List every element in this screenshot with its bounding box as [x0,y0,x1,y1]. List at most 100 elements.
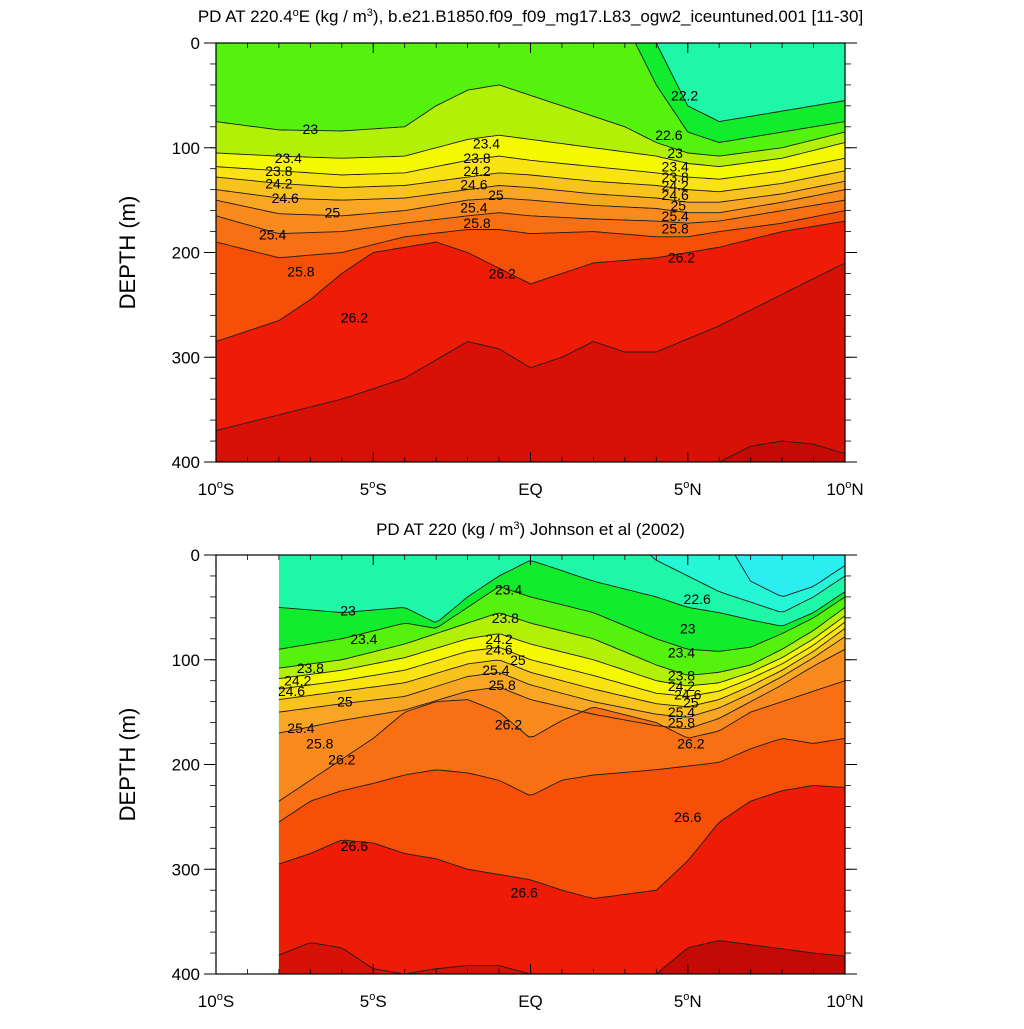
contour-label: 24.2 [284,673,311,689]
contour-field: 2323.423.422.62323.824.224.62525.425.823… [278,555,845,974]
contour-line-23.4 [278,586,845,652]
contour-label: 25 [510,652,526,668]
contour-line-25.8 [278,648,845,734]
contour-label: 23 [340,603,356,619]
y-tick-label: 300 [172,348,200,367]
contour-label: 23.8 [297,660,324,676]
y-axis-title: DEPTH (m) [115,708,140,822]
contour-label: 23.8 [265,163,292,179]
y-tick-label: 400 [172,965,200,984]
contour-label: 26.2 [668,250,695,266]
x-tick-label: 10oS [198,991,234,1011]
chart-title: PD AT 220 (kg / m3) Johnson et al (2002) [376,520,685,539]
contour-line-23.8 [278,607,845,676]
contour-line-24.6 [278,621,845,697]
contour-label: 23.4 [350,631,377,647]
contour-label: 24.6 [278,683,305,699]
x-tick-label: 10oN [826,991,863,1011]
contour-label: 22.2 [671,87,698,103]
contour-label: 26.6 [511,884,538,900]
contour-label: 23.8 [463,150,490,166]
band-above-26.4 [216,263,845,462]
contour-label: 26.2 [489,265,516,281]
y-tick-label: 400 [172,453,200,472]
contour-label: 25.4 [482,662,509,678]
contour-label: 23 [303,121,319,137]
contour-label: 25 [488,187,504,203]
contour-label: 22.6 [684,591,711,607]
contour-label: 23.8 [668,667,695,683]
contour-label: 23.4 [473,136,500,152]
contour-label: 23.8 [662,169,689,185]
contour-line-26.2 [278,680,845,802]
contour-label: 23.4 [495,582,522,598]
contour-line-25.4 [216,199,845,235]
y-tick-label: 0 [191,34,200,53]
contour-label: 24.2 [662,177,689,193]
contour-label: 25 [325,205,341,221]
y-tick-label: 300 [172,860,200,879]
contour-label: 25.4 [287,720,314,736]
contour-line-25.4 [278,636,845,718]
y-tick-label: 0 [191,546,200,565]
contour-label: 23.4 [668,644,695,660]
contour-label: 25.8 [668,715,695,731]
x-tick-label: 10oS [198,479,234,499]
contour-line-22.6 [649,555,845,613]
contour-line-23 [278,560,845,627]
contour-label: 24.6 [272,190,299,206]
contour-line-26.4 [216,262,845,432]
contour-label: 22.6 [655,127,682,143]
band-above-26.8 [278,942,529,974]
contour-line-26.8 [656,940,845,974]
contour-label: 23.4 [662,159,689,175]
contour-label: 26.6 [341,838,368,854]
contour-line-24.2 [216,170,845,193]
contour-line-26.2 [216,220,845,342]
contour-line-25 [278,627,845,708]
contour-label: 23.8 [492,610,519,626]
contour-label: 24.6 [674,686,701,702]
contour-label: 26.2 [495,717,522,733]
contour-label: 25 [671,197,687,213]
contour-label: 26.2 [341,309,368,325]
contour-label: 25 [683,695,699,711]
panel-model: 2323.422.222.623.423.824.224.62525.425.8… [115,7,864,499]
contour-label: 25.4 [259,227,286,243]
contour-label: 25.8 [306,736,333,752]
y-tick-label: 100 [172,139,200,158]
contour-line-26.4 [278,737,845,823]
contour-line-24.2 [278,615,845,687]
contour-label: 26.6 [674,809,701,825]
x-tick-label: EQ [518,480,543,499]
contour-line-26.6 [718,440,845,462]
contour-label: 24.2 [265,175,292,191]
contour-line-22.2 [655,43,845,123]
contour-line-22.6 [634,43,845,143]
contour-label: 24.2 [485,631,512,647]
x-tick-label: EQ [518,992,543,1011]
band-above-26.8 [656,940,845,974]
x-tick-label: 5oS [360,479,387,499]
contour-line-24.6 [216,180,845,203]
band-above-26.6 [719,441,845,462]
contour-label: 24.2 [463,163,490,179]
contour-label: 23 [667,145,683,161]
contour-line-23.8 [216,155,845,180]
contour-label: 25.8 [463,215,490,231]
y-tick-label: 200 [172,756,200,775]
panel-observations: 2323.423.422.62323.824.224.62525.425.823… [115,520,864,1011]
contour-label: 26.2 [677,736,704,752]
contour-label: 24.6 [485,641,512,657]
contour-field: 2323.422.222.623.423.824.224.62525.425.8… [216,43,845,462]
x-tick-label: 5oN [674,479,702,499]
contour-label: 23.4 [275,150,302,166]
y-tick-label: 200 [172,244,200,263]
band-above-26.6 [278,785,845,974]
contour-label: 25.8 [287,263,314,279]
contour-label: 25.8 [662,220,689,236]
contour-label: 23 [680,620,696,636]
contour-line-25 [216,189,845,217]
chart-title: PD AT 220.4oE (kg / m3), b.e21.B1850.f09… [198,7,863,26]
x-tick-label: 10oN [826,479,863,499]
